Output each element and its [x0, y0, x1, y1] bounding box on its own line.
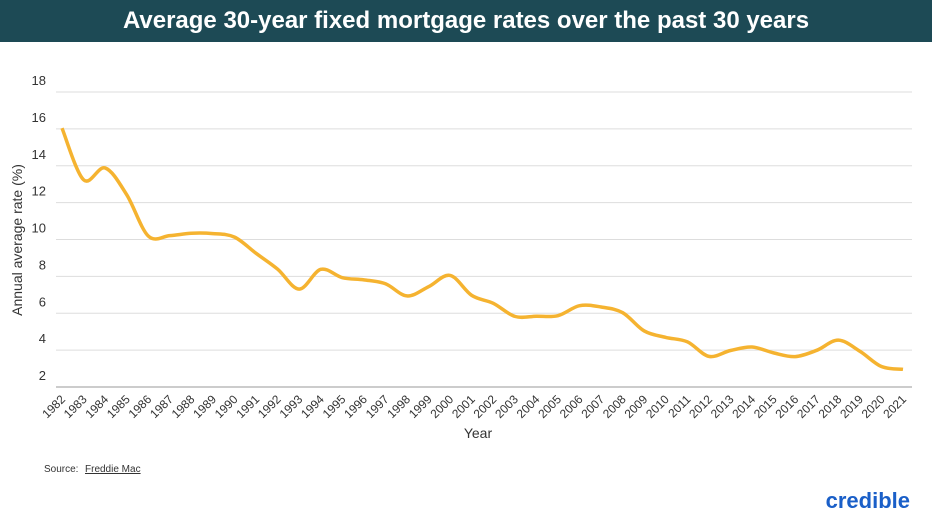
x-tick-label: 1991: [233, 392, 262, 421]
y-tick-label: 14: [32, 147, 46, 162]
x-axis-label: Year: [464, 425, 493, 441]
x-tick-label: 1997: [363, 392, 392, 421]
x-tick-label: 1987: [147, 392, 176, 421]
x-tick-label: 2008: [600, 392, 629, 421]
y-tick-label: 10: [32, 221, 46, 236]
source-link[interactable]: Freddie Mac: [85, 464, 141, 475]
x-tick-label: 1984: [82, 392, 111, 421]
x-tick-label: 2020: [859, 392, 888, 421]
y-tick-label: 4: [39, 331, 46, 346]
x-tick-label: 2012: [686, 392, 715, 421]
x-tick-label: 1986: [126, 392, 155, 421]
y-tick-label: 2: [39, 368, 46, 383]
x-tick-label: 2018: [816, 392, 845, 421]
x-tick-label: 2006: [557, 392, 586, 421]
x-tick-label: 2014: [729, 392, 758, 421]
x-tick-label: 1988: [169, 392, 198, 421]
x-tick-label: 2003: [492, 392, 521, 421]
x-tick-label: 2000: [427, 392, 456, 421]
x-tick-label: 1996: [341, 392, 370, 421]
x-tick-label: 1993: [277, 392, 306, 421]
x-tick-label: 1995: [320, 392, 349, 421]
x-tick-label: 2011: [665, 392, 693, 420]
x-tick-label: 1982: [39, 392, 68, 421]
x-tick-label: 1985: [104, 392, 133, 421]
line: [60, 127, 904, 372]
x-tick-label: 2016: [773, 392, 802, 421]
x-tick-label: 2015: [751, 392, 780, 421]
x-tick-label: 2021: [880, 392, 909, 421]
x-tick-label: 2001: [449, 392, 478, 421]
y-tick-label: 6: [39, 294, 46, 309]
chart-title: Average 30-year fixed mortgage rates ove…: [123, 7, 809, 34]
x-tick-label: 2007: [578, 392, 607, 421]
x-tick-label: 1983: [61, 392, 90, 421]
logo: credible: [826, 488, 910, 513]
x-tick-label: 1998: [384, 392, 413, 421]
x-tick-label: 1994: [298, 392, 327, 421]
x-tick-label: 2005: [535, 392, 564, 421]
x-tick-label: 2013: [708, 392, 737, 421]
x-tick-label: 2017: [794, 392, 823, 421]
x-tick-label: 2002: [471, 392, 500, 421]
x-tick-label: 1990: [212, 392, 241, 421]
y-tick-label: 8: [39, 257, 46, 272]
x-tick-label: 1989: [190, 392, 219, 421]
x-tick-label: 1999: [406, 392, 435, 421]
y-tick-label: 16: [32, 110, 46, 125]
x-tick-label: 2009: [622, 392, 651, 421]
x-tick-label: 2004: [514, 392, 543, 421]
x-tick-label: 2019: [837, 392, 866, 421]
x-tick-label: 1992: [255, 392, 284, 421]
y-tick-label: 12: [32, 184, 46, 199]
y-tick-label: 18: [32, 73, 46, 88]
x-tick-label: 2010: [643, 392, 672, 421]
y-axis-label: Annual average rate (%): [9, 164, 25, 316]
source-label: Source:: [44, 464, 78, 475]
title-bar: [0, 0, 932, 42]
